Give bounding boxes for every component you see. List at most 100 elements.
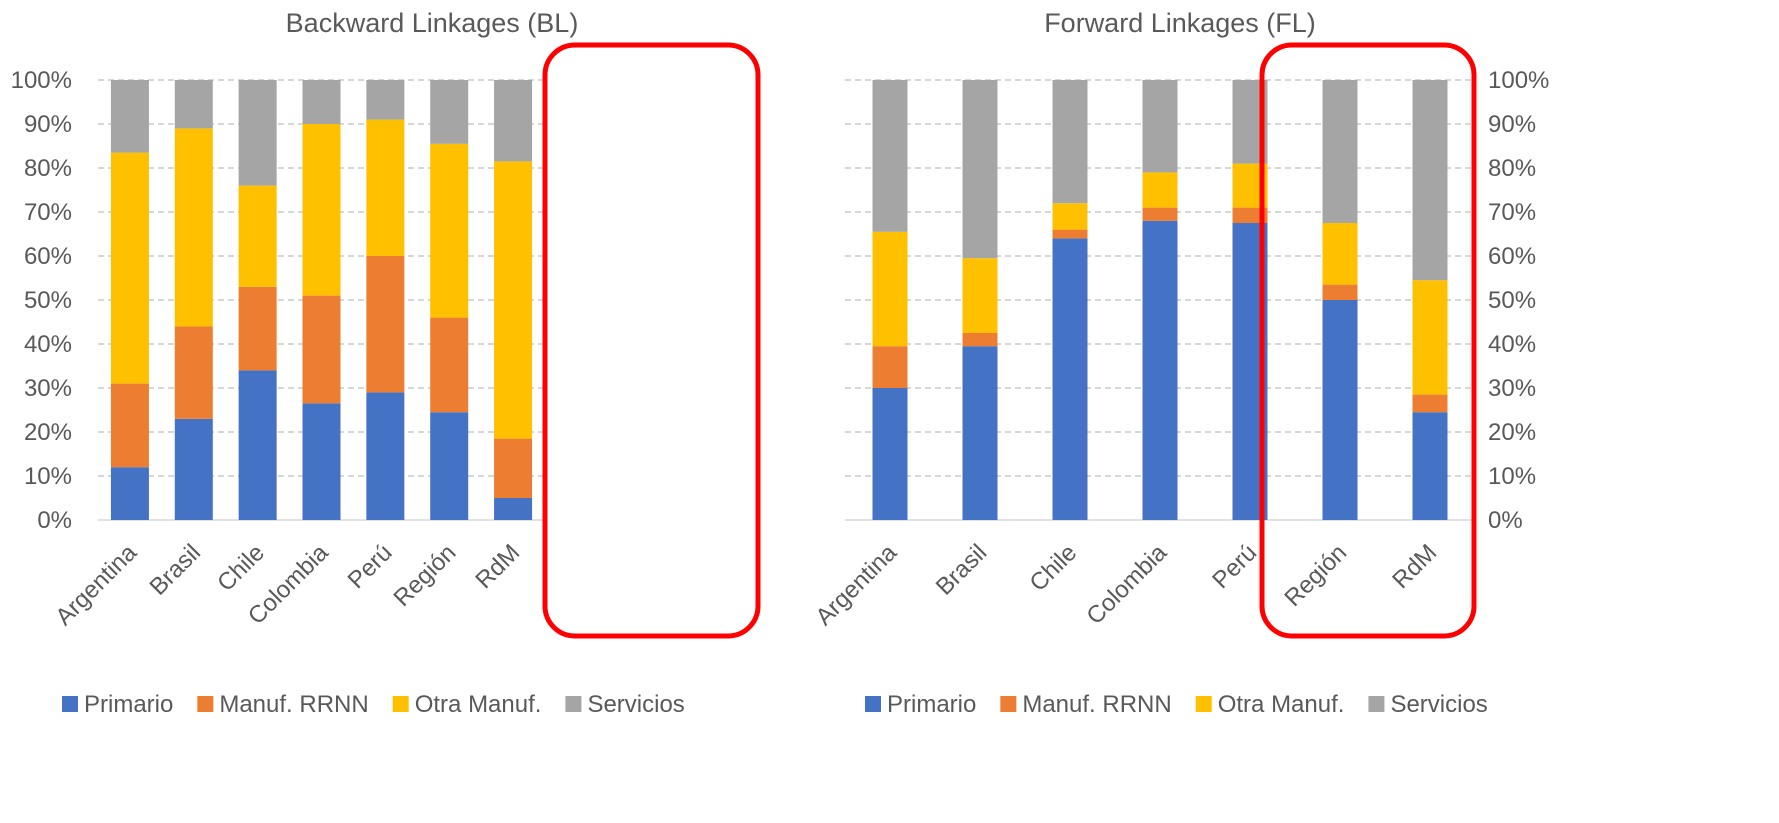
y-tick-label: 40%	[24, 331, 72, 358]
bar-segment	[962, 346, 998, 520]
category-label: Perú	[1207, 539, 1262, 594]
bar-segment	[1142, 207, 1178, 221]
bar-segment	[1322, 284, 1358, 300]
bar-segment	[1412, 394, 1448, 413]
bar-segment	[1232, 207, 1268, 223]
y-tick-label: 20%	[1488, 419, 1536, 446]
bar-segment	[1142, 220, 1178, 521]
forward-linkages-chart: Forward Linkages (FL) 0% 10% 20% 30% 40% 50% 6…	[810, 8, 1549, 718]
legend-label: Servicios	[587, 691, 684, 718]
legend-label: Otra Manuf.	[1218, 691, 1345, 718]
y-tick-label: 70%	[24, 199, 72, 226]
y-tick-label: 90%	[24, 111, 72, 138]
bar-segment	[1052, 80, 1088, 204]
legend-label: Otra Manuf.	[415, 691, 542, 718]
category-label: Argentina	[810, 539, 902, 631]
legend-swatch	[565, 696, 582, 712]
category-label: Perú	[343, 539, 398, 594]
backward-linkages-chart: Backward Linkages (BL) 0% 10% 20% 30% 40% 50%…	[11, 8, 761, 718]
bar-segment	[1142, 80, 1178, 173]
category-label: RdM	[470, 539, 525, 594]
category-label: Región	[1279, 539, 1352, 612]
y-tick-label: 50%	[24, 287, 72, 314]
bar-segment	[238, 80, 277, 186]
y-tick-label: 30%	[24, 375, 72, 402]
bar-segment	[872, 388, 908, 520]
bar-segment	[110, 467, 149, 520]
bar-segment	[1052, 229, 1088, 239]
legend-swatch	[1195, 696, 1212, 712]
bar-segment	[110, 152, 149, 384]
bar-segment	[238, 286, 277, 371]
bar-segment	[962, 333, 998, 347]
y-tick-label: 10%	[1488, 463, 1536, 490]
y-tick-label: 10%	[24, 463, 72, 490]
bar-segment	[494, 161, 533, 439]
bar-segment	[1142, 172, 1178, 208]
y-tick-label: 50%	[1488, 287, 1536, 314]
legend-swatch	[62, 696, 78, 712]
bar-segment	[1052, 203, 1088, 230]
y-tick-label: 100%	[1488, 67, 1549, 94]
legend-swatch	[392, 696, 409, 712]
bar-segment	[1322, 80, 1358, 223]
legend-label: Manuf. RRNN	[219, 691, 368, 718]
bar-segment	[430, 80, 469, 144]
y-tick-label: 70%	[1488, 199, 1536, 226]
y-tick-label: 90%	[1488, 111, 1536, 138]
y-tick-label: 80%	[24, 155, 72, 182]
bar-segment	[366, 119, 405, 256]
highlight-box	[1259, 42, 1477, 639]
bar-segment	[1412, 80, 1448, 281]
bar-segment	[430, 412, 469, 520]
bar-segment	[962, 258, 998, 333]
category-label: Brasil	[931, 539, 993, 601]
bar-segment	[174, 80, 213, 129]
bar-segment	[110, 383, 149, 468]
bar-segment	[238, 370, 277, 520]
category-label: Colombia	[1081, 539, 1172, 630]
bar-segment	[430, 317, 469, 413]
legend-swatch	[1000, 696, 1017, 712]
legend-label: Servicios	[1390, 691, 1487, 718]
bar-segment	[872, 80, 908, 232]
bar-segment	[238, 185, 277, 287]
bar-segment	[430, 143, 469, 318]
y-tick-label: 20%	[24, 419, 72, 446]
bar-segment	[302, 295, 341, 404]
y-tick-label: 0%	[37, 507, 72, 534]
bar-segment	[302, 124, 341, 296]
bar-segment	[302, 80, 341, 124]
legend-swatch	[1368, 696, 1385, 712]
y-tick-label: 80%	[1488, 155, 1536, 182]
bar-segment	[962, 80, 998, 259]
category-label: Brasil	[144, 539, 206, 601]
bar-segment	[1412, 412, 1448, 520]
category-label: RdM	[1387, 539, 1442, 594]
bar-segment	[174, 418, 213, 520]
highlight-box	[542, 42, 761, 639]
bar-segment	[366, 392, 405, 520]
bar-segment	[494, 498, 533, 520]
bar-segment	[872, 231, 908, 347]
legend-label: Manuf. RRNN	[1022, 691, 1171, 718]
y-tick-label: 60%	[24, 243, 72, 270]
category-label: Chile	[1024, 539, 1082, 597]
bar-segment	[494, 80, 533, 162]
bar-segment	[366, 256, 405, 393]
y-tick-label: 60%	[1488, 243, 1536, 270]
legend-label: Primario	[84, 691, 173, 718]
y-tick-label: 0%	[1488, 507, 1523, 534]
bar-segment	[1052, 238, 1088, 520]
legend-swatch	[865, 696, 881, 712]
bar-segment	[174, 326, 213, 419]
bar-segment	[366, 80, 405, 120]
y-tick-label: 30%	[1488, 375, 1536, 402]
legend-swatch	[197, 696, 214, 712]
legend-label: Primario	[887, 691, 976, 718]
bar-segment	[1322, 223, 1358, 285]
bar-segment	[494, 438, 533, 498]
y-tick-label: 40%	[1488, 331, 1536, 358]
